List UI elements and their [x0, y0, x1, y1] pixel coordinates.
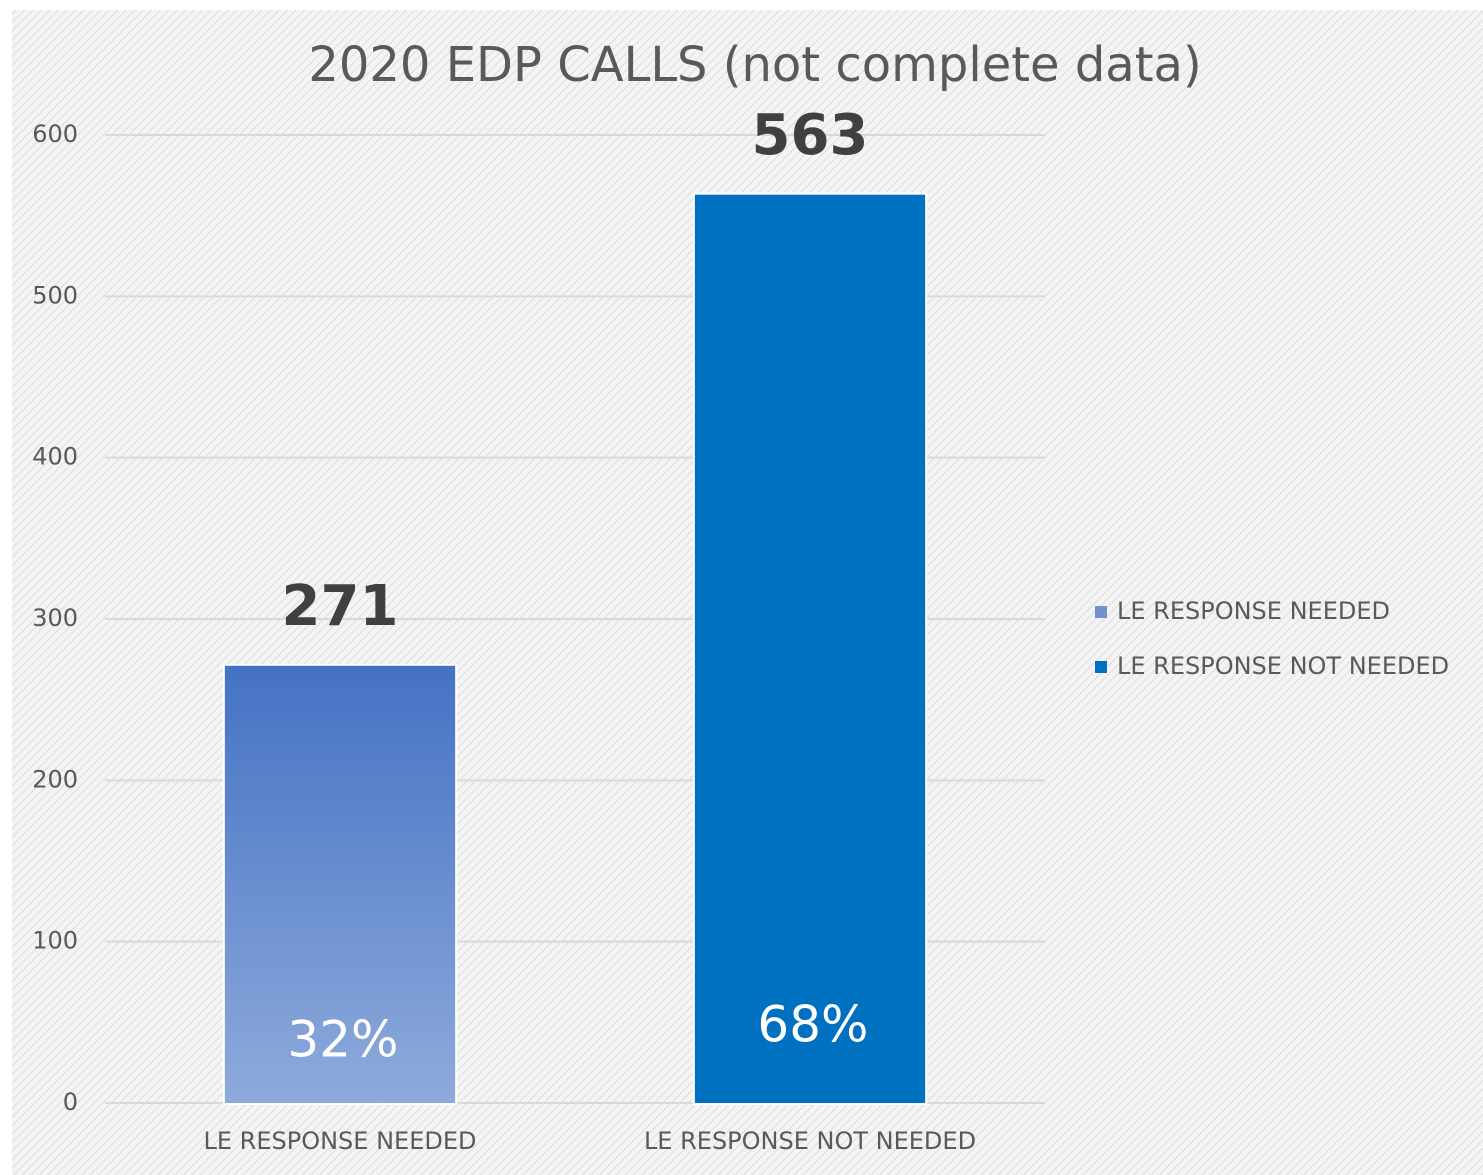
y-tick-label: 600 [32, 120, 78, 148]
bar [694, 194, 926, 1103]
data-label: 563 [752, 103, 869, 168]
y-tick-label: 0 [63, 1088, 78, 1116]
y-tick-label: 300 [32, 604, 78, 632]
legend-swatch [1095, 661, 1107, 673]
x-tick-label: LE RESPONSE NOT NEEDED [644, 1127, 976, 1155]
y-tick-label: 400 [32, 443, 78, 471]
legend-label: LE RESPONSE NEEDED [1117, 597, 1390, 625]
chart-title: 2020 EDP CALLS (not complete data) [308, 37, 1201, 93]
share-label: 32% [287, 1011, 398, 1069]
data-label: 271 [282, 574, 399, 639]
bar [224, 665, 456, 1103]
y-tick-label: 100 [32, 927, 78, 955]
share-label: 68% [757, 996, 868, 1054]
x-tick-label: LE RESPONSE NEEDED [204, 1127, 477, 1155]
legend-swatch [1095, 606, 1107, 618]
y-tick-label: 500 [32, 281, 78, 309]
legend-label: LE RESPONSE NOT NEEDED [1117, 652, 1449, 680]
y-tick-label: 200 [32, 765, 78, 793]
